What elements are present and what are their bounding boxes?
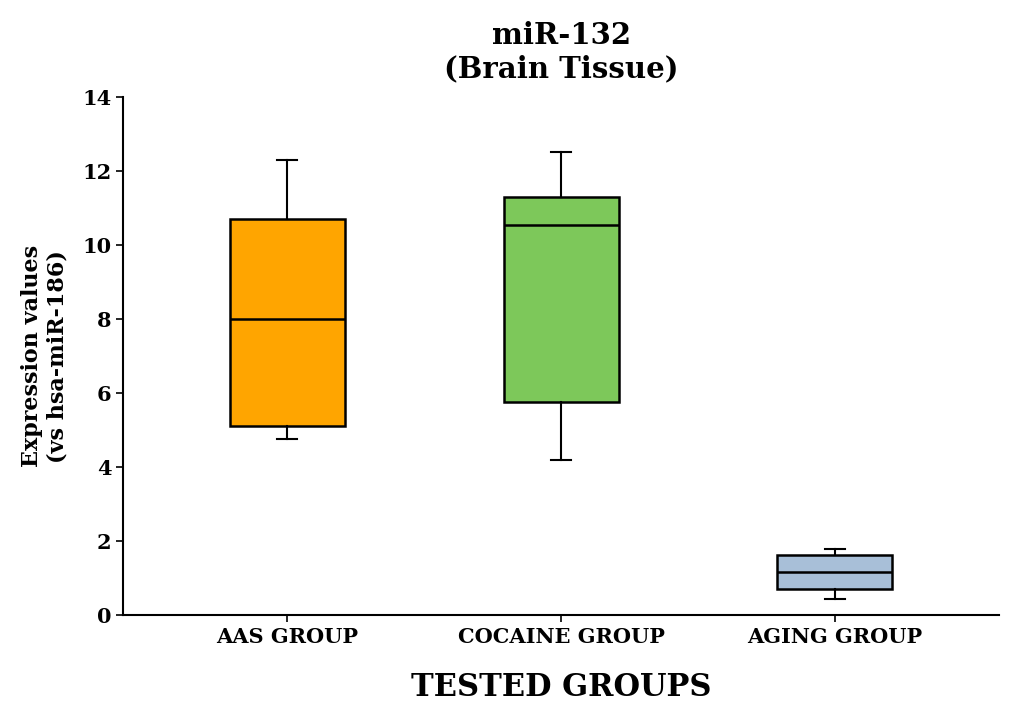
Y-axis label: Expression values
(vs hsa-miR-186): Expression values (vs hsa-miR-186) (20, 245, 68, 467)
Title: miR-132
(Brain Tissue): miR-132 (Brain Tissue) (443, 21, 678, 83)
PathPatch shape (503, 197, 619, 403)
X-axis label: TESTED GROUPS: TESTED GROUPS (411, 672, 710, 703)
PathPatch shape (229, 219, 344, 426)
PathPatch shape (776, 555, 892, 589)
